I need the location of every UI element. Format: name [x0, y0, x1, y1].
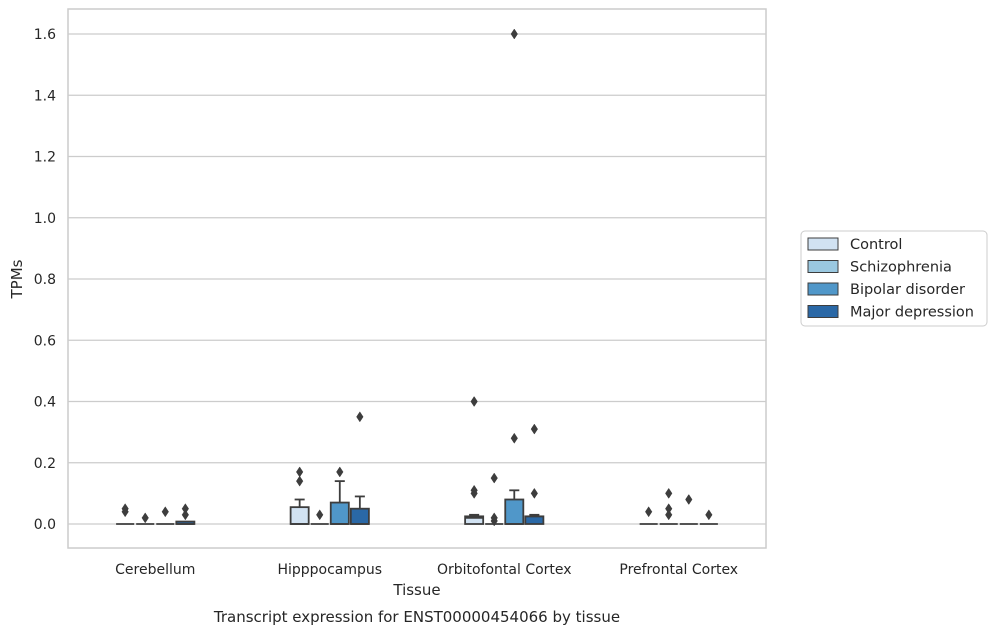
box [329, 501, 350, 525]
outlier-point [510, 28, 518, 40]
y-tick-label: 0.6 [34, 333, 56, 349]
box [349, 507, 370, 525]
legend: Control Schizophrenia Bipolar disorder Majo… [800, 230, 988, 327]
chart-caption: Transcript expression for ENST0000045406… [213, 608, 620, 626]
outlier-point [665, 487, 673, 499]
outlier-point [470, 396, 478, 407]
legend-label: Control [850, 237, 902, 253]
y-tick-label: 1.4 [34, 88, 56, 104]
box [464, 515, 485, 525]
plot-frame [67, 8, 767, 549]
legend-swatch [807, 305, 839, 318]
outlier-point [645, 506, 653, 518]
outlier-point [530, 487, 538, 499]
outlier-point [665, 509, 673, 521]
outlier-point [181, 503, 189, 515]
outlier-point [470, 484, 478, 496]
outlier-point [510, 432, 518, 444]
y-tick-label: 0.8 [34, 272, 56, 288]
legend-label: Major depression [850, 305, 974, 321]
outlier-point [161, 506, 169, 518]
y-tick-label: 0.4 [34, 395, 56, 411]
outlier-point [141, 512, 149, 524]
outlier-point [530, 423, 538, 435]
outlier-point [296, 475, 304, 487]
outlier-point [665, 503, 673, 515]
box-plot-marks [116, 28, 718, 527]
y-tick-label: 1.6 [34, 27, 56, 43]
x-tick-label: Prefrontal Cortex [619, 562, 738, 578]
outlier-point [296, 466, 304, 478]
y-grid [68, 33, 766, 525]
y-tick-label: 1.0 [34, 211, 56, 227]
y-tick-label: 0.0 [34, 517, 56, 533]
outlier-point [490, 472, 498, 484]
x-tick-label: Hipppocampus [277, 562, 382, 578]
outlier-point [336, 466, 344, 478]
box [524, 515, 545, 525]
legend-swatch [807, 237, 839, 251]
y-tick-label: 0.2 [34, 456, 56, 472]
legend-frame [800, 230, 988, 327]
box [289, 506, 310, 525]
box [504, 498, 525, 525]
x-tick-labels: Cerebellum Hipppocampus Orbitofontal Corte… [115, 562, 738, 578]
y-axis-label: TPMs [8, 259, 26, 299]
legend-swatch [807, 260, 839, 273]
outlier-point [685, 494, 693, 505]
y-tick-labels: 0.0 0.2 0.4 0.6 0.8 1.0 1.2 1.4 1.6 [34, 27, 56, 533]
x-tick-label: Orbitofontal Cortex [437, 562, 572, 578]
y-tick-label: 1.2 [34, 150, 56, 166]
outlier-point [316, 509, 324, 521]
legend-label: Schizophrenia [850, 260, 952, 276]
x-axis-label: Tissue [392, 581, 440, 599]
x-tick-label: Cerebellum [115, 562, 195, 578]
legend-label: Bipolar disorder [850, 282, 965, 298]
outlier-point [705, 509, 713, 521]
legend-swatch [807, 282, 839, 296]
outlier-point [181, 509, 189, 521]
outlier-point [121, 503, 129, 515]
outlier-point [356, 411, 364, 423]
outlier-point [490, 512, 498, 524]
